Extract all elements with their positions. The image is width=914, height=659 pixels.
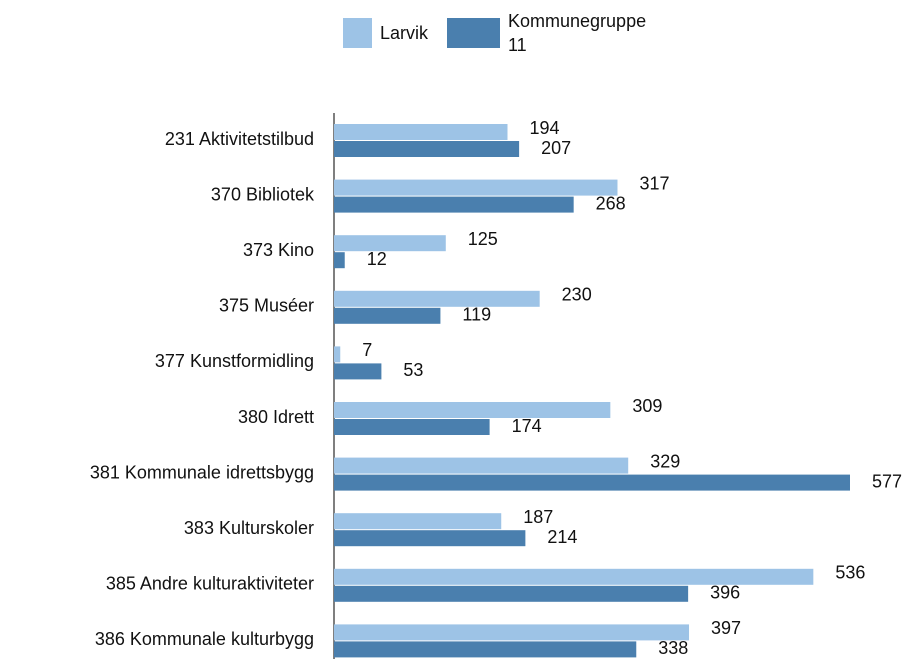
y-tick-label: 375 Muséer: [219, 296, 314, 316]
bar: [334, 252, 345, 269]
bar: [334, 290, 540, 307]
data-label: 187: [523, 507, 553, 527]
bar: [334, 124, 508, 140]
data-label: 12: [367, 249, 387, 269]
bar: [334, 141, 520, 157]
bar: [334, 196, 574, 213]
bar: [334, 235, 446, 252]
bar: [334, 346, 341, 363]
bar: [334, 474, 850, 491]
y-tick-label: 377 Kunstformidling: [155, 351, 314, 371]
bar: [334, 530, 526, 547]
bar: [334, 568, 814, 585]
bar: [334, 624, 690, 641]
bar: [334, 641, 637, 658]
bar: [334, 457, 629, 474]
data-label: 397: [711, 618, 741, 638]
data-label: 329: [650, 451, 680, 471]
bar: [334, 179, 618, 196]
y-tick-label: 381 Kommunale idrettsbygg: [90, 462, 314, 482]
bar: [334, 363, 382, 380]
legend-item: Larvik: [380, 23, 429, 43]
y-tick-label: 373 Kino: [243, 240, 314, 260]
bar: [334, 585, 689, 602]
y-tick-label: 231 Aktivitetstilbud: [165, 129, 314, 149]
data-label: 338: [658, 638, 688, 658]
bar: [334, 307, 441, 324]
y-tick-label: 370 Bibliotek: [211, 184, 315, 204]
data-label: 536: [835, 563, 865, 583]
data-label: 174: [512, 416, 542, 436]
bar: [334, 419, 490, 435]
data-label: 230: [562, 285, 592, 305]
data-label: 7: [362, 340, 372, 360]
legend-item: Kommunegruppe 11: [508, 11, 647, 55]
data-label: 396: [710, 583, 740, 603]
legend-label: Larvik: [380, 23, 429, 43]
legend-swatch: [343, 18, 372, 48]
legend-label: Kommunegruppe 11: [508, 11, 647, 55]
data-label: 214: [547, 527, 577, 547]
data-label: 268: [596, 193, 626, 213]
y-tick-label: 386 Kommunale kulturbygg: [95, 629, 314, 649]
y-tick-label: 380 Idrett: [238, 407, 314, 427]
bar: [334, 402, 611, 418]
data-label: 317: [639, 173, 669, 193]
legend-swatch: [447, 18, 500, 48]
data-label: 207: [541, 138, 571, 158]
y-tick-label: 385 Andre kulturaktiviteter: [106, 574, 314, 594]
data-label: 53: [403, 360, 423, 380]
data-label: 309: [632, 396, 662, 416]
data-label: 125: [468, 229, 498, 249]
data-label: 577: [872, 471, 902, 491]
bar: [334, 513, 502, 530]
y-tick-label: 383 Kulturskoler: [184, 518, 314, 538]
data-label: 119: [462, 305, 491, 325]
data-label: 194: [529, 118, 559, 138]
